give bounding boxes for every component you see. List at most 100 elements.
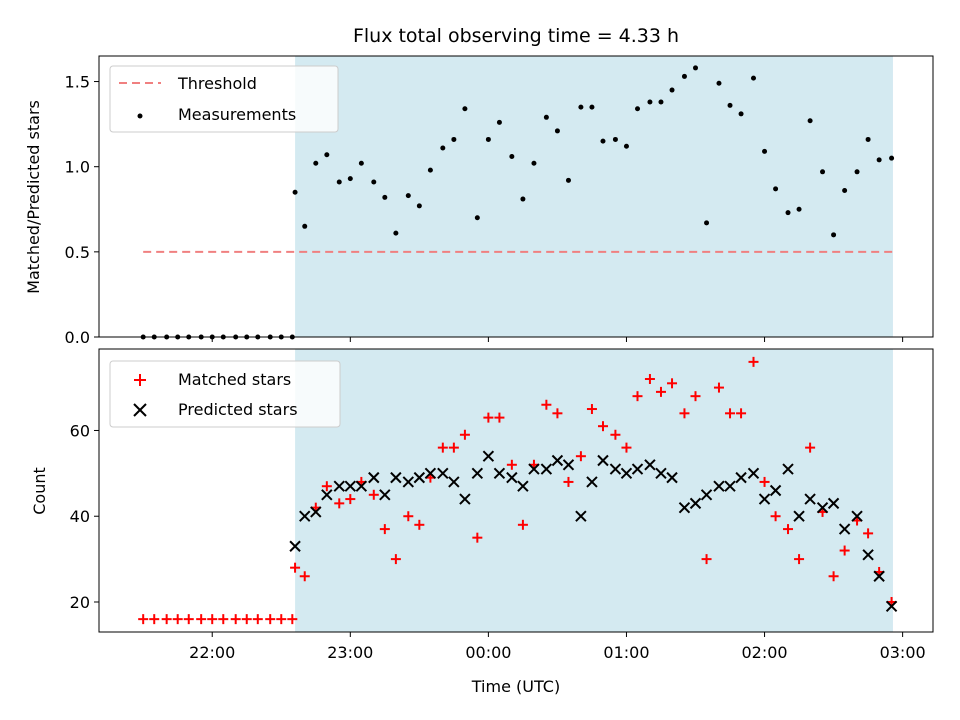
- matched-star-point: [218, 614, 229, 625]
- matched-star-point: [334, 498, 345, 509]
- predicted-star-point: [816, 501, 829, 514]
- measurement-point: [485, 136, 491, 142]
- measurement-point: [496, 119, 502, 125]
- matched-star-point: [748, 356, 759, 367]
- matched-star-point: [494, 412, 505, 423]
- matched-star-point: [483, 412, 494, 423]
- matched-star-point: [183, 614, 194, 625]
- predicted-star-point: [586, 476, 598, 488]
- bottom-y-tick-label: 60: [70, 421, 90, 440]
- predicted-star-point: [631, 463, 644, 475]
- bottom-y-tick-label: 20: [70, 593, 90, 612]
- measurement-point: [693, 65, 699, 71]
- predicted-star-point: [782, 463, 794, 475]
- measurement-point: [750, 75, 756, 81]
- x-tick-label: 03:00: [880, 643, 926, 662]
- measurement-point: [543, 114, 549, 120]
- measurement-point: [796, 206, 802, 212]
- predicted-star-point: [689, 497, 702, 510]
- matched-star-point: [517, 519, 528, 530]
- predicted-star-point: [379, 489, 391, 501]
- matched-star-point: [552, 408, 563, 419]
- matched-star-point: [459, 429, 470, 440]
- measurement-point: [820, 169, 826, 175]
- measurement-point: [382, 194, 388, 200]
- measurement-point: [876, 157, 882, 163]
- matched-star-point: [725, 408, 736, 419]
- predicted-star-point: [355, 480, 368, 492]
- matched-star-point: [667, 378, 678, 389]
- measurement-point: [762, 148, 768, 154]
- measurement-point: [647, 99, 653, 105]
- x-tick-label: 23:00: [327, 643, 373, 662]
- chart-title: Flux total observing time = 4.33 h: [353, 25, 679, 47]
- matched-star-point: [414, 519, 425, 530]
- matched-star-point: [403, 511, 414, 522]
- predicted-star-point: [735, 471, 747, 484]
- matched-star-point: [472, 532, 483, 543]
- matched-star-point: [621, 442, 632, 453]
- measurement-point: [302, 223, 308, 229]
- legend-matched-label: Matched stars: [178, 370, 291, 389]
- matched-star-point: [655, 386, 666, 397]
- x-tick-label: 02:00: [741, 643, 787, 662]
- matched-star-point: [597, 421, 608, 432]
- matched-star-point: [321, 481, 332, 492]
- predicted-star-point: [758, 493, 771, 505]
- measurement-point: [405, 193, 411, 199]
- predicted-star-point: [310, 506, 322, 518]
- predicted-star-point: [713, 480, 725, 492]
- top-y-tick-label: 1.0: [65, 158, 90, 177]
- measurement-point: [716, 80, 722, 86]
- matched-star-point: [701, 554, 712, 565]
- measurement-point: [842, 188, 848, 194]
- top-y-axis-label: Matched/Predicted stars: [24, 100, 43, 294]
- measurement-point: [520, 196, 526, 202]
- predicted-star-point: [620, 467, 633, 480]
- measurement-point: [578, 104, 584, 110]
- measurement-point: [623, 143, 629, 149]
- predicted-star-point: [851, 510, 863, 522]
- matched-star-point: [172, 614, 183, 625]
- measurement-point: [531, 160, 537, 166]
- x-axis-label: Time (UTC): [471, 677, 560, 696]
- matched-star-point: [770, 511, 781, 522]
- measurement-point: [440, 145, 446, 151]
- predicted-star-point: [448, 476, 460, 488]
- predicted-star-point: [506, 471, 518, 484]
- predicted-star-point: [597, 454, 609, 467]
- matched-star-point: [345, 494, 356, 505]
- matched-star-point: [759, 476, 770, 487]
- measurement-point: [600, 138, 606, 144]
- top-panel: 0.0 0.5 1.0 1.5 Flux total observing time =…: [24, 25, 934, 347]
- predicted-star-point: [644, 459, 656, 471]
- matched-star-point: [265, 614, 276, 625]
- predicted-star-point: [437, 467, 449, 480]
- legend-threshold-label: Threshold: [177, 74, 257, 93]
- measurement-point: [416, 203, 422, 209]
- bottom-legend: Matched stars Predicted stars: [109, 360, 341, 428]
- measurement-point: [773, 186, 779, 192]
- measurement-point: [462, 106, 468, 112]
- predicted-star-point: [700, 489, 713, 501]
- x-tick-label: 00:00: [465, 643, 511, 662]
- matched-star-point: [794, 554, 805, 565]
- measurement-point: [292, 189, 298, 195]
- top-legend-box: [109, 65, 339, 133]
- measurement-point: [474, 215, 480, 221]
- matched-star-point: [828, 571, 839, 582]
- predicted-star-point: [666, 471, 678, 484]
- predicted-star-point: [873, 570, 885, 582]
- predicted-star-point: [885, 600, 898, 612]
- measurement-point: [427, 167, 433, 173]
- x-tick-label: 22:00: [189, 643, 235, 662]
- matched-star-point: [241, 614, 252, 625]
- matched-star-point: [368, 489, 379, 500]
- predicted-star-point: [368, 471, 380, 484]
- predicted-star-point: [827, 497, 840, 510]
- bottom-y-axis-label: Count: [30, 467, 49, 515]
- matched-star-point: [679, 408, 690, 419]
- measurement-point: [681, 73, 687, 79]
- measurement-point: [612, 136, 618, 142]
